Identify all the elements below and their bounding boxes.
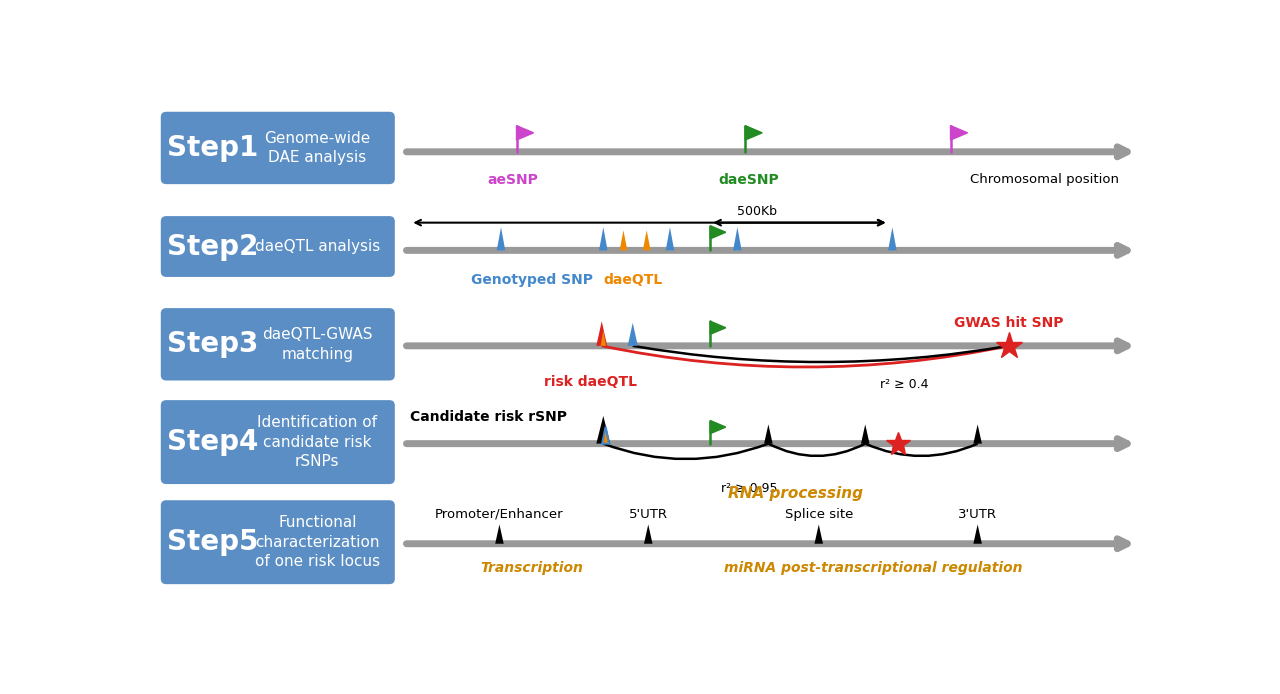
Text: 3'UTR: 3'UTR xyxy=(959,507,997,520)
Text: GWAS hit SNP: GWAS hit SNP xyxy=(954,316,1064,330)
FancyBboxPatch shape xyxy=(161,500,394,584)
Text: risk daeQTL: risk daeQTL xyxy=(544,375,636,389)
Text: Step3: Step3 xyxy=(166,330,259,358)
Text: Step2: Step2 xyxy=(166,232,259,260)
Text: Functional
characterization
of one risk locus: Functional characterization of one risk … xyxy=(255,515,380,570)
Polygon shape xyxy=(600,330,605,346)
Text: Genome-wide
DAE analysis: Genome-wide DAE analysis xyxy=(264,130,370,165)
Polygon shape xyxy=(814,525,823,543)
Polygon shape xyxy=(666,227,675,251)
Text: Step4: Step4 xyxy=(166,428,259,456)
Polygon shape xyxy=(599,227,608,251)
Text: 5'UTR: 5'UTR xyxy=(628,507,668,520)
Text: Identification of
candidate risk
rSNPs: Identification of candidate risk rSNPs xyxy=(257,415,378,469)
Polygon shape xyxy=(973,525,982,543)
Polygon shape xyxy=(497,227,506,251)
Polygon shape xyxy=(517,126,534,140)
Polygon shape xyxy=(495,525,504,543)
Text: Step1: Step1 xyxy=(168,134,259,162)
Text: r² ≥ 0.4: r² ≥ 0.4 xyxy=(879,378,928,391)
Polygon shape xyxy=(951,126,968,140)
FancyBboxPatch shape xyxy=(161,308,394,380)
Text: daeQTL analysis: daeQTL analysis xyxy=(255,239,380,254)
Polygon shape xyxy=(602,427,609,443)
Polygon shape xyxy=(745,126,762,140)
FancyBboxPatch shape xyxy=(161,112,394,184)
Polygon shape xyxy=(764,425,773,443)
Text: Splice site: Splice site xyxy=(785,507,852,520)
Text: Step5: Step5 xyxy=(166,528,259,556)
FancyBboxPatch shape xyxy=(161,400,394,484)
Text: 500Kb: 500Kb xyxy=(737,205,777,218)
Text: Candidate risk rSNP: Candidate risk rSNP xyxy=(411,410,567,425)
Text: Promoter/Enhancer: Promoter/Enhancer xyxy=(435,507,563,520)
Polygon shape xyxy=(644,525,653,543)
Text: daeQTL-GWAS
matching: daeQTL-GWAS matching xyxy=(262,327,372,362)
Text: Chromosomal position: Chromosomal position xyxy=(970,174,1120,187)
Polygon shape xyxy=(888,227,896,251)
Polygon shape xyxy=(596,321,607,346)
Polygon shape xyxy=(973,425,982,443)
Polygon shape xyxy=(861,425,869,443)
Text: Transcription: Transcription xyxy=(480,561,584,575)
FancyBboxPatch shape xyxy=(161,216,394,277)
Polygon shape xyxy=(733,227,741,251)
Polygon shape xyxy=(620,230,627,251)
Text: miRNA post-transcriptional regulation: miRNA post-transcriptional regulation xyxy=(723,561,1023,575)
Polygon shape xyxy=(627,323,637,346)
Polygon shape xyxy=(596,416,611,443)
Text: Genotyped SNP: Genotyped SNP xyxy=(471,273,593,287)
Polygon shape xyxy=(643,230,650,251)
Polygon shape xyxy=(710,421,726,434)
Text: daeQTL: daeQTL xyxy=(603,273,662,287)
Polygon shape xyxy=(710,321,726,335)
Text: aeSNP: aeSNP xyxy=(488,174,538,187)
Text: RNA processing: RNA processing xyxy=(728,486,863,501)
Text: daeSNP: daeSNP xyxy=(718,174,780,187)
Polygon shape xyxy=(710,226,726,239)
Text: r² ≥ 0.95: r² ≥ 0.95 xyxy=(721,482,777,495)
